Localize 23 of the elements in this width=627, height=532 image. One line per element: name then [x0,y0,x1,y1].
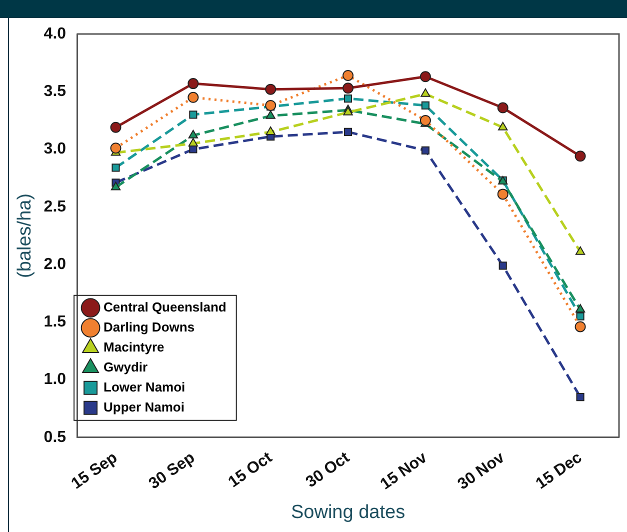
y-tick-label: 4.0 [44,25,66,42]
y-axis-title: (bales/ha) [14,193,36,278]
legend-label: Lower Namoi [104,379,186,394]
x-tick-label: 30 Nov [454,449,508,494]
x-axis-title: Sowing dates [290,502,406,523]
y-tick-label: 2.5 [44,198,66,216]
y-tick-label: 1.0 [44,371,66,388]
x-tick-label: 15 Oct [226,448,276,492]
x-tick-label: 15 Dec [533,449,586,493]
x-tick-label: 30 Oct [303,448,354,492]
y-tick-label: 3.5 [44,83,66,100]
y-tick-label: 0.5 [44,428,66,446]
x-tick-label: 15 Sep [68,449,121,493]
x-tick-label: 30 Sep [146,449,198,493]
y-tick-label: 3.0 [44,140,66,158]
legend-label: Macintyre [104,339,164,354]
legend-label: Gwydir [104,359,148,374]
legend-label: Upper Namoi [104,399,184,414]
legend-label: Darling Downs [104,319,195,334]
legend-label: Central Queensland [104,299,226,314]
x-tick-label: 15 Nov [378,449,430,494]
y-tick-label: 2.0 [44,256,66,273]
y-tick-label: 1.5 [44,314,66,331]
